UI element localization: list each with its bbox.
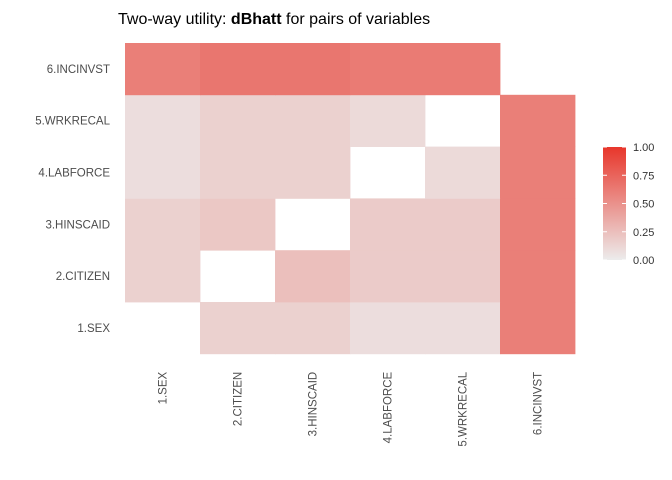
chart-title-prefix: Two-way utility:	[118, 11, 231, 28]
heatmap-cell	[200, 94, 276, 147]
x-tick-label: 2.CITIZEN	[233, 372, 245, 426]
y-tick-label: 3.HINSCAID	[45, 219, 110, 231]
heatmap-cell	[425, 146, 501, 199]
heatmap-cell	[350, 250, 426, 303]
legend-tick-label: 0.25	[633, 227, 654, 239]
legend-tick-label: 0.50	[633, 199, 654, 211]
heatmap-cell	[275, 302, 351, 355]
heatmap-cell	[425, 250, 501, 303]
y-tick-label: 1.SEX	[77, 323, 110, 335]
heatmap-cell	[500, 94, 576, 147]
heatmap-cell	[425, 302, 501, 355]
heatmap-cell	[275, 146, 351, 199]
heatmap-cell	[200, 302, 276, 355]
chart-title-suffix: for pairs of variables	[282, 11, 431, 28]
x-tick-labels: 1.SEX 2.CITIZEN 3.HINSCAID 4.LABFORCE 5.WRKR…	[158, 371, 545, 446]
legend-tick-label: 0.75	[633, 170, 654, 182]
heatmap-cell	[125, 198, 201, 251]
heatmap-cell	[200, 43, 276, 96]
x-tick-label: 1.SEX	[158, 371, 170, 404]
legend-tick-label: 1.00	[633, 142, 654, 154]
heatmap-cell	[350, 198, 426, 251]
heatmap-cell	[500, 198, 576, 251]
heatmap-cell	[350, 302, 426, 355]
heatmap-cell	[125, 43, 201, 96]
y-tick-label: 5.WRKRECAL	[35, 116, 110, 128]
heatmap-cell	[275, 94, 351, 147]
y-tick-labels: 1.SEX 2.CITIZEN 3.HINSCAID 4.LABFORCE 5.WRKR…	[35, 64, 110, 335]
y-tick-label: 6.INCINVST	[47, 64, 110, 76]
x-tick-label: 3.HINSCAID	[308, 372, 320, 437]
heatmap-cell	[125, 94, 201, 147]
heatmap-cell	[200, 198, 276, 251]
legend-color-bar	[603, 147, 626, 260]
heatmap-cell	[500, 250, 576, 303]
heatmap-cell	[275, 43, 351, 96]
heatmap-cells	[125, 43, 576, 355]
heatmap-cell	[200, 146, 276, 199]
heatmap-cell	[350, 94, 426, 147]
legend-tick-label: 0.00	[633, 255, 654, 267]
chart-title-bold: dBhatt	[231, 11, 282, 28]
y-tick-label: 4.LABFORCE	[38, 168, 110, 180]
heatmap-cell	[125, 146, 201, 199]
chart-title: Two-way utility: dBhatt for pairs of var…	[118, 11, 430, 28]
heatmap-cell	[500, 302, 576, 355]
color-legend: 0.00 0.25 0.50 0.75 1.00	[603, 142, 654, 267]
heatmap-cell	[350, 43, 426, 96]
x-tick-label: 4.LABFORCE	[383, 371, 395, 443]
heatmap-cell	[275, 250, 351, 303]
heatmap-cell	[425, 198, 501, 251]
y-tick-label: 2.CITIZEN	[56, 271, 110, 283]
heatmap-cell	[500, 146, 576, 199]
heatmap-cell	[125, 250, 201, 303]
x-tick-label: 5.WRKRECAL	[458, 371, 470, 446]
heatmap-cell	[425, 43, 501, 96]
legend-ticks: 0.00 0.25 0.50 0.75 1.00	[603, 142, 654, 267]
x-tick-label: 6.INCINVST	[533, 372, 545, 435]
